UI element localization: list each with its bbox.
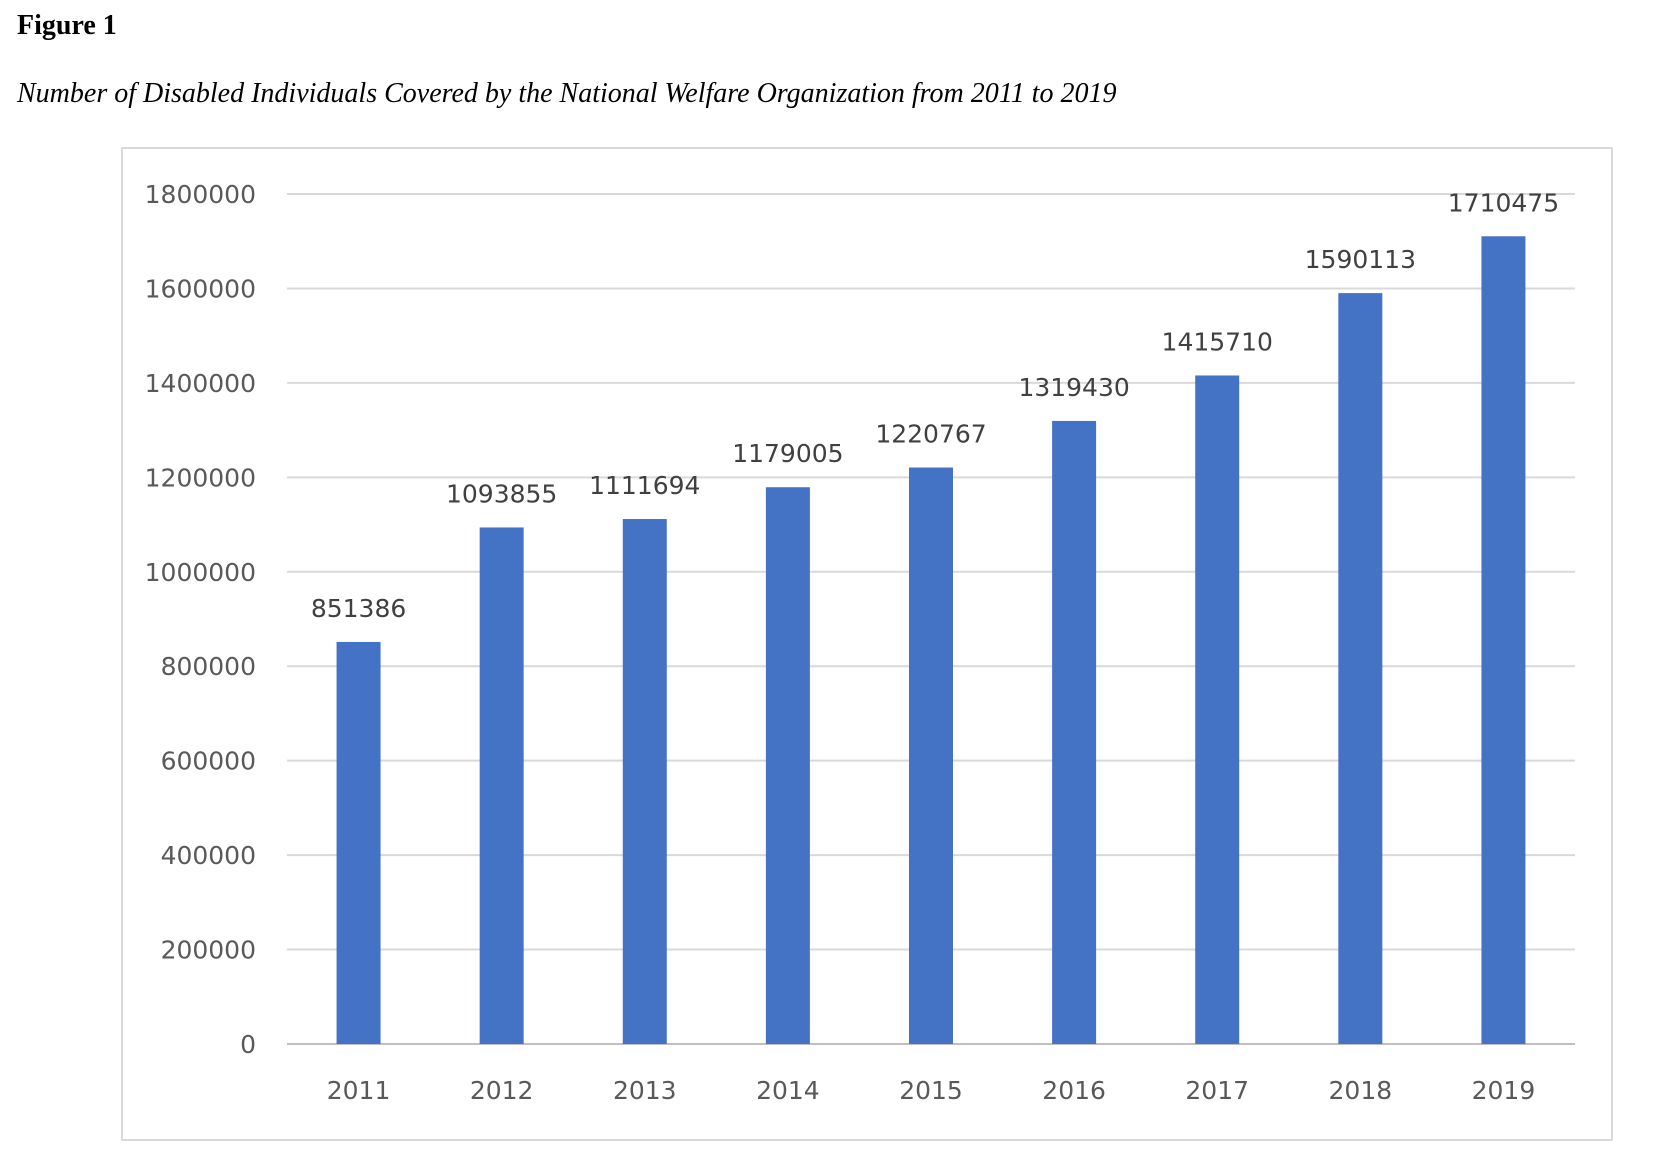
y-tick-label: 1600000 (145, 274, 256, 303)
x-tick-label: 2013 (613, 1076, 677, 1105)
bar-2015 (909, 467, 953, 1044)
bar-2016 (1052, 420, 1097, 1045)
y-tick-label: 0 (240, 1030, 256, 1059)
figure-label: Figure 1 (17, 10, 117, 41)
x-tick-label: 2018 (1329, 1076, 1393, 1105)
data-label-2011: 851386 (311, 594, 406, 623)
bar-2014 (765, 487, 810, 1044)
x-tick-label: 2012 (470, 1076, 534, 1105)
data-label-2013: 1111694 (589, 471, 700, 500)
bar-2019 (1481, 236, 1526, 1044)
chart-frame: 0 200000 400000 600000 800000 1000000 1200000 1… (121, 147, 1613, 1141)
bars (336, 236, 1526, 1045)
y-tick-label: 1400000 (145, 369, 256, 398)
bar-2018 (1338, 293, 1383, 1045)
y-tick-label: 400000 (161, 841, 256, 870)
x-tick-label: 2015 (899, 1076, 963, 1105)
data-label-2014: 1179005 (732, 439, 843, 468)
data-label-2018: 1590113 (1305, 245, 1416, 274)
x-tick-label: 2016 (1042, 1076, 1106, 1105)
x-axis-ticks: 2011 2012 2013 2014 2015 2016 2017 2018 2019 (327, 1076, 1536, 1105)
data-labels: 851386 1093855 1111694 1179005 1220767 131943… (311, 188, 1559, 623)
y-tick-label: 600000 (161, 747, 256, 776)
data-label-2015: 1220767 (875, 420, 986, 449)
data-label-2012: 1093855 (446, 479, 557, 508)
x-tick-label: 2014 (756, 1076, 820, 1105)
x-tick-label: 2019 (1472, 1076, 1536, 1105)
x-tick-label: 2011 (327, 1076, 391, 1105)
bar-2013 (622, 519, 667, 1044)
bar-2012 (479, 527, 524, 1044)
y-tick-label: 1000000 (145, 558, 256, 587)
y-axis-ticks: 0 200000 400000 600000 800000 1000000 1200000 1… (145, 180, 256, 1059)
y-tick-label: 800000 (161, 652, 256, 681)
data-label-2017: 1415710 (1162, 327, 1273, 356)
y-tick-label: 200000 (161, 936, 256, 965)
figure-caption: Number of Disabled Individuals Covered b… (17, 78, 1117, 109)
bar-chart: 0 200000 400000 600000 800000 1000000 1200000 1… (145, 180, 1575, 1105)
bar-2011 (336, 641, 381, 1044)
y-tick-label: 1800000 (145, 180, 256, 209)
data-label-2016: 1319430 (1018, 373, 1129, 402)
x-tick-label: 2017 (1185, 1076, 1249, 1105)
data-label-2019: 1710475 (1448, 188, 1559, 217)
bar-2017 (1195, 375, 1240, 1044)
y-tick-label: 1200000 (145, 463, 256, 492)
